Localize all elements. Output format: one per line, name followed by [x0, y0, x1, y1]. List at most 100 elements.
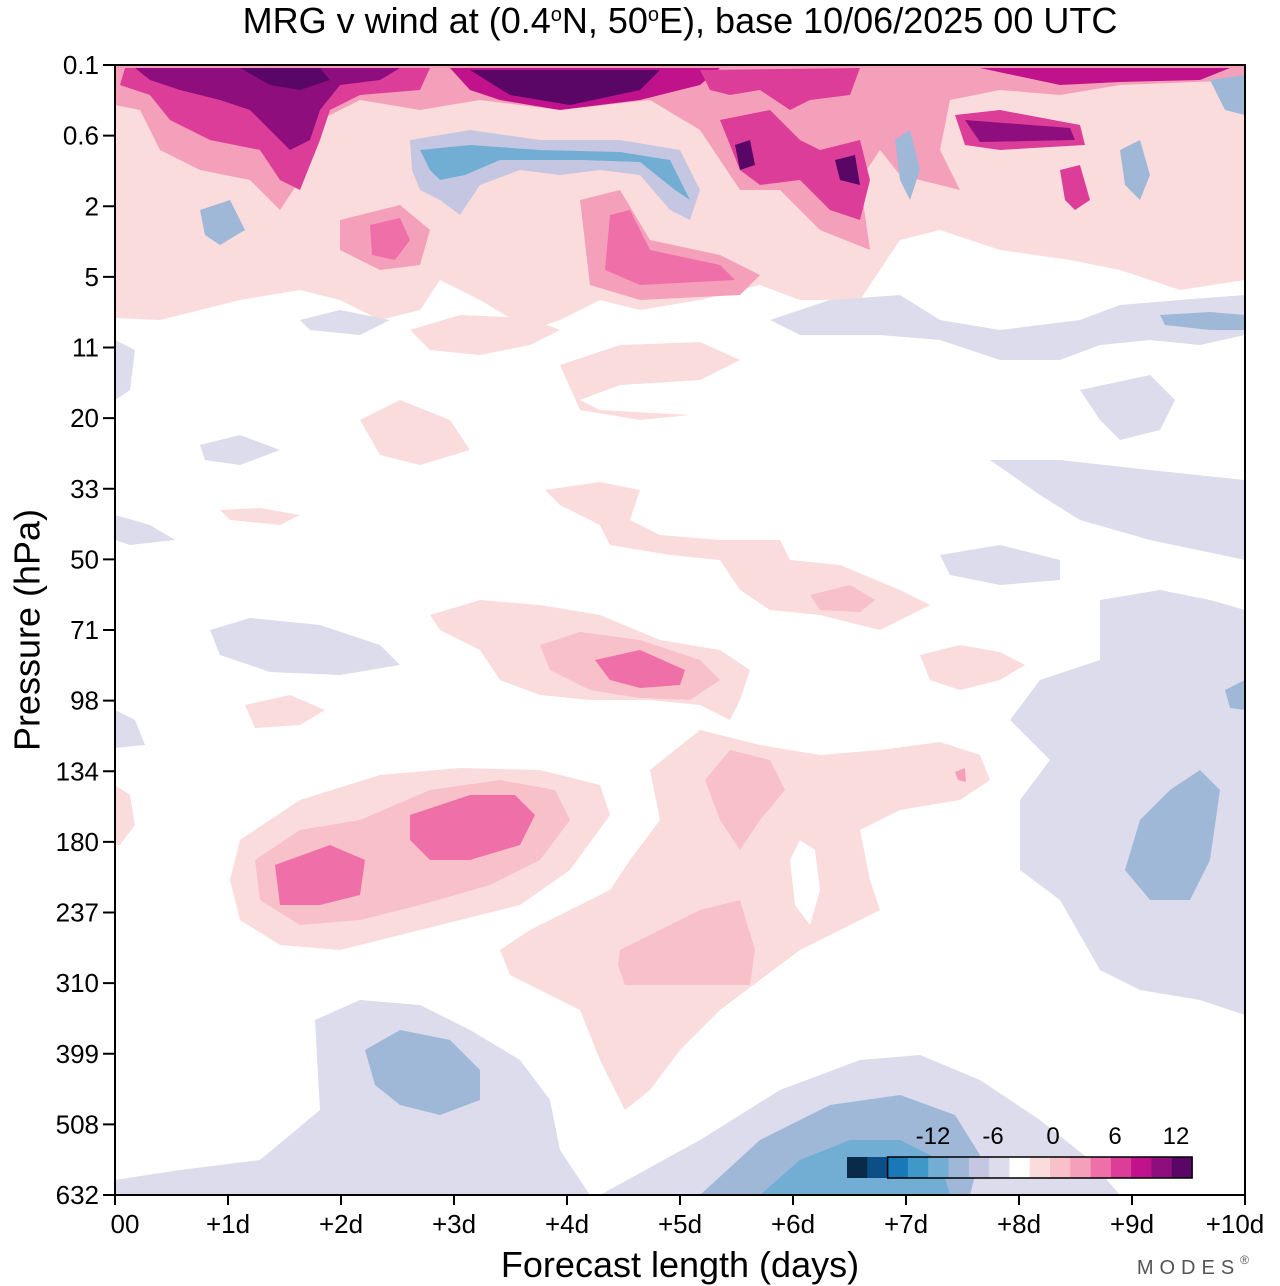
y-tick-label: 0.1	[63, 50, 99, 80]
y-tick-label: 2	[85, 191, 99, 221]
title-prefix: MRG v wind at (0.4	[243, 0, 551, 41]
y-tick-label: 5	[85, 262, 99, 292]
contour-lightblue-5-11-right	[1160, 312, 1245, 330]
contour-white-hole	[790, 840, 820, 925]
colorbar-cell	[1171, 1157, 1193, 1178]
y-tick-label: 632	[56, 1180, 99, 1210]
contour-fill-layer	[115, 65, 1245, 1195]
y-tick-label: 237	[56, 898, 99, 928]
contour-purple-top-left	[135, 68, 400, 150]
y-tick-label: 71	[70, 615, 99, 645]
contour-lightblue-lower-left	[365, 1030, 480, 1115]
contour-lavender-71-left	[210, 618, 400, 675]
contour-lavender-5-11-right	[770, 295, 1245, 360]
x-tick-label: +9d	[1110, 1209, 1154, 1239]
colorbar-cell	[1050, 1157, 1071, 1178]
contour-magenta-mid-right	[720, 110, 870, 220]
colorbar-tick-label: -6	[982, 1123, 1003, 1150]
title-degree-1: o	[551, 4, 562, 26]
contour-darkpurple-right-1	[965, 120, 1075, 142]
y-tick-label: 399	[56, 1039, 99, 1069]
x-tick-label: +7d	[884, 1209, 928, 1239]
contour-magenta-right	[410, 795, 535, 860]
x-tick-label: +6d	[771, 1209, 815, 1239]
contour-blue-small-right-2	[1120, 140, 1150, 200]
y-tick-label: 180	[56, 827, 99, 857]
contour-lavender-50-leftedge	[115, 515, 175, 545]
colorbar-cell	[968, 1157, 990, 1178]
x-tick-label: +10d	[1206, 1209, 1265, 1239]
x-tick-label: +8d	[997, 1209, 1041, 1239]
contour-pink2-50-71	[810, 585, 875, 612]
contour-blue-right-edge	[1210, 75, 1245, 115]
contour-magenta-2-5-mid	[605, 210, 735, 285]
contour-darkpurple-top	[240, 68, 330, 90]
contour-lavender-20-right	[1080, 375, 1175, 440]
contour-pink-33-left	[220, 508, 300, 525]
contour-lavender-33-right	[990, 460, 1245, 560]
contour-blue-small-left	[200, 200, 245, 245]
contour-lavender-98-leftedge	[115, 710, 145, 748]
colorbar-frame	[886, 1156, 1193, 1179]
contour-pink-11-mid	[560, 342, 740, 420]
colorbar-cell	[1110, 1157, 1132, 1178]
y-tick-label: 508	[56, 1109, 99, 1139]
x-axis-label: Forecast length (days)	[501, 1244, 859, 1285]
contour-blue-band-mid	[420, 145, 690, 200]
brand-text: MODES	[1137, 1257, 1240, 1279]
colorbar-cell	[928, 1157, 949, 1178]
x-tick-label: 00	[111, 1209, 140, 1239]
y-tick-label: 0.6	[63, 121, 99, 151]
colorbar-tick-label: 0	[1046, 1123, 1059, 1150]
contour-lavender-lower-left	[115, 1000, 590, 1195]
colorbar-cell	[887, 1157, 909, 1178]
contour-lavender-11-leftedge	[115, 340, 135, 400]
contour-blue-small-right-1	[895, 130, 920, 200]
colorbar-cell	[948, 1157, 970, 1178]
y-tick-label: 98	[70, 686, 99, 716]
contour-pink-11-left	[410, 315, 560, 355]
contour-lavender-20-left	[200, 435, 280, 465]
contour-pink-98-left	[245, 695, 325, 728]
contour-magenta-left	[275, 845, 365, 905]
colorbar-cell	[989, 1157, 1010, 1178]
contour-magenta-2-5-left	[370, 218, 410, 260]
colorbar-cell	[1090, 1157, 1112, 1178]
colorbar-cell	[1131, 1157, 1152, 1178]
y-tick-label: 20	[70, 403, 99, 433]
brand-wordmark: MODES®	[1137, 1253, 1255, 1279]
contour-lavender-11-left	[300, 310, 390, 335]
contour-lightblue-right-edge	[1225, 680, 1245, 710]
colorbar-cell	[847, 1157, 868, 1178]
contour-pink-98-right	[920, 645, 1025, 690]
title-suffix: E), base 10/06/2025 00 UTC	[659, 0, 1117, 41]
colorbar-cell	[1029, 1157, 1051, 1178]
colorbar-tick-label: 12	[1163, 1123, 1190, 1150]
colorbar-cell	[1009, 1157, 1031, 1178]
y-tick-label: 33	[70, 474, 99, 504]
contour-pink-20-left	[360, 400, 470, 465]
contour-pink-tiny	[955, 768, 966, 782]
contour-pink2-column-top	[705, 750, 785, 850]
y-tick-label: 11	[72, 333, 99, 363]
contour-darkpurple-mid-right	[735, 140, 860, 185]
contour-lavender-lowest-left	[115, 1180, 190, 1195]
contour-lightblue-right-column	[1125, 770, 1220, 900]
y-axis-label: Pressure (hPa)	[7, 509, 48, 751]
contour-pink-134-leftedge	[115, 785, 135, 845]
x-tick-label: +1d	[206, 1209, 250, 1239]
y-tick-label: 50	[70, 544, 99, 574]
title-mid: N, 50	[562, 0, 648, 41]
x-tick-label: +4d	[545, 1209, 589, 1239]
x-axis: 00 +1d +2d +3d +4d +5d +6d +7d +8d +9d +10d	[111, 1194, 1265, 1239]
y-axis: 0.1 0.6 2 5 11 20 33 50 71 98 134 180 237 310 399 508 63…	[56, 50, 116, 1210]
x-tick-label: +5d	[658, 1209, 702, 1239]
colorbar-tick-label: 6	[1108, 1123, 1121, 1150]
x-tick-label: +3d	[432, 1209, 476, 1239]
contour-magenta-71-98	[595, 650, 685, 688]
contour-pink2-column	[618, 900, 755, 985]
contour-lavender-50-right	[940, 545, 1060, 585]
colorbar-cell	[867, 1157, 889, 1178]
contour-magenta-right-2	[1060, 165, 1090, 210]
